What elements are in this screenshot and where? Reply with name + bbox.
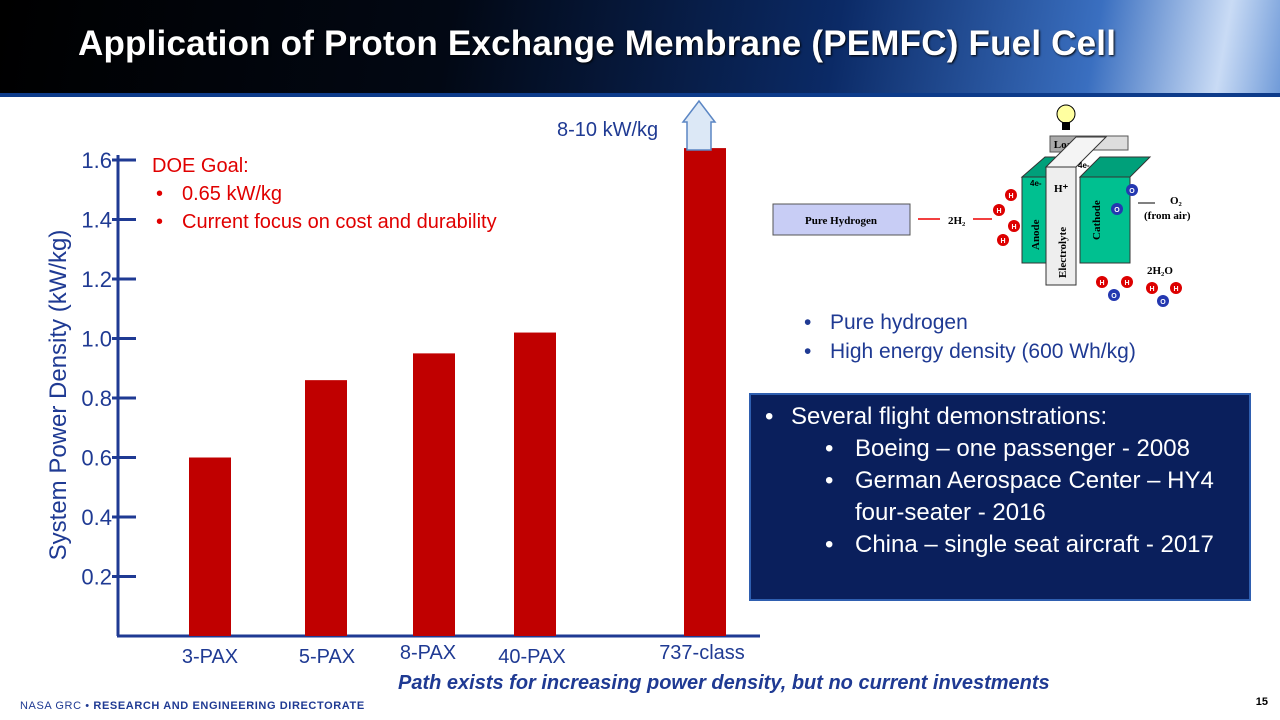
y-tick-label: 0.8 xyxy=(81,386,112,411)
bar-8-pax xyxy=(413,353,455,636)
y-tick-label: 1.6 xyxy=(81,148,112,173)
hydrogen-point: Pure hydrogen xyxy=(800,308,1136,337)
oxygen-atom: O xyxy=(1114,207,1120,214)
demo-item: German Aerospace Center – HY4 four-seate… xyxy=(821,465,1239,529)
hydrogen-atom: H xyxy=(1124,280,1129,287)
electrons-label: 4e- xyxy=(1030,179,1042,188)
hydrogen-point: High energy density (600 Wh/kg) xyxy=(800,337,1136,366)
hydrogen-atom: H xyxy=(1149,286,1154,293)
electrolyte-top xyxy=(1044,136,1108,168)
x-tick-label: 3-PAX xyxy=(182,646,238,668)
oxygen-atom: O xyxy=(1160,299,1166,306)
footer-directorate: RESEARCH AND ENGINEERING DIRECTORATE xyxy=(93,700,365,712)
bar-chart: System Power Density (kW/kg) 0.2 0.4 0.6 0.… xyxy=(45,99,760,668)
electrolyte xyxy=(1045,166,1077,286)
molecules: H H H H O O H O H H O H xyxy=(993,184,1182,307)
path-note: Path exists for increasing power density… xyxy=(398,672,1050,694)
bar-3-pax xyxy=(189,457,231,636)
hydrogen-atom: H xyxy=(1173,286,1178,293)
from-air-label: (from air) xyxy=(1144,210,1191,222)
footer-org-name: NASA GRC xyxy=(20,700,82,712)
hydrogen-atom: H xyxy=(1011,224,1016,231)
doe-heading: DOE Goal: xyxy=(152,155,249,177)
oxygen-atom: O xyxy=(1111,293,1117,300)
hydrogen-points: Pure hydrogen High energy density (600 W… xyxy=(800,308,1136,366)
x-tick-label: 5-PAX xyxy=(299,646,355,668)
cathode-label: Cathode xyxy=(1091,200,1103,240)
fuel-cell-diagram: Pure Hydrogen 2H₂ Load Anode Electrolyte… xyxy=(772,104,1191,307)
doe-goal: DOE Goal: 0.65 kW/kg Current focus on co… xyxy=(152,152,497,236)
doe-item: Current focus on cost and durability xyxy=(152,208,497,236)
demos-heading: Several flight demonstrations: xyxy=(761,401,1239,433)
y-tick-label: 0.6 xyxy=(81,446,112,471)
pure-hydrogen-label: Pure Hydrogen xyxy=(805,215,877,227)
hydrogen-atom: H xyxy=(996,208,1001,215)
y-tick-label: 1.2 xyxy=(81,267,112,292)
slide-title: Application of Proton Exchange Membrane … xyxy=(78,24,1117,63)
x-tick-label: 8-PAX xyxy=(400,642,456,664)
cathode xyxy=(1079,176,1131,264)
y-tick-label: 1.0 xyxy=(81,327,112,352)
electrolyte-label: Electrolyte xyxy=(1057,227,1069,278)
arrow-annotation: 8-10 kW/kg xyxy=(557,119,659,141)
hydrogen-atom: H xyxy=(1008,193,1013,200)
bar-5-pax xyxy=(305,380,347,636)
page-number: 15 xyxy=(1255,696,1268,708)
o2-label: O₂ xyxy=(1170,195,1183,207)
bar-737-class xyxy=(684,148,726,636)
doe-item: 0.65 kW/kg xyxy=(152,180,497,208)
y-tick-label: 0.4 xyxy=(81,505,112,530)
flight-demonstrations-box: Several flight demonstrations: Boeing – … xyxy=(749,393,1251,601)
pure-hydrogen-box xyxy=(772,203,911,236)
electrons-label: 4e- xyxy=(1078,161,1090,170)
bar-40-pax xyxy=(514,332,556,636)
anode-label: Anode xyxy=(1030,219,1042,250)
x-tick-label: 737-class xyxy=(659,642,745,664)
lightbulb-base xyxy=(1062,122,1070,130)
water-label: 2H₂O xyxy=(1147,265,1173,277)
lightbulb-icon xyxy=(1056,104,1076,124)
hplus-label: H⁺ xyxy=(1054,183,1069,195)
y-tick-label: 0.2 xyxy=(81,565,112,590)
x-tick-label: 40-PAX xyxy=(498,646,565,668)
oxygen-atom: O xyxy=(1129,188,1135,195)
cathode-top xyxy=(1078,156,1152,178)
demo-item: China – single seat aircraft - 2017 xyxy=(821,529,1239,561)
h2-label: 2H₂ xyxy=(948,215,966,227)
demo-item: Boeing – one passenger - 2008 xyxy=(821,433,1239,465)
slide-header: Application of Proton Exchange Membrane … xyxy=(0,0,1280,97)
hydrogen-atom: H xyxy=(1000,238,1005,245)
y-tick-label: 1.4 xyxy=(81,208,112,233)
up-arrow-icon xyxy=(681,99,717,151)
y-axis-label: System Power Density (kW/kg) xyxy=(45,230,72,561)
footer-org: NASA GRC • RESEARCH AND ENGINEERING DIRE… xyxy=(20,700,365,712)
hydrogen-atom: H xyxy=(1099,280,1104,287)
